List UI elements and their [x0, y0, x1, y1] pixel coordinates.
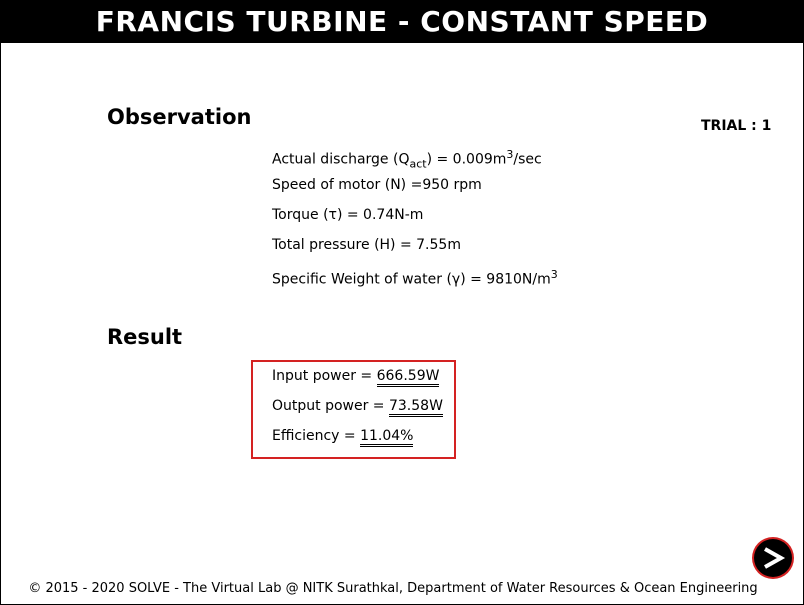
result-box: Input power = 666.59W Output power = 73.…	[251, 360, 456, 459]
actual-discharge-unit: /sec	[513, 151, 542, 168]
trial-label: TRIAL : 1	[701, 118, 772, 134]
actual-discharge-exponent: 3	[506, 148, 514, 161]
total-pressure-line: Total pressure (H) = 7.55m	[272, 237, 461, 253]
specific-weight-exponent: 3	[550, 268, 558, 281]
torque-line: Torque (τ) = 0.74N-m	[272, 207, 424, 223]
motor-speed-line: Speed of motor (N) =950 rpm	[272, 177, 482, 193]
actual-discharge-line: Actual discharge (Qact) = 0.009m3/sec	[272, 148, 542, 170]
specific-weight-label: Specific Weight of water (γ) = 9810N/m	[272, 271, 551, 288]
observation-heading: Observation	[107, 105, 252, 129]
input-power-label: Input power =	[272, 368, 377, 384]
output-power-label: Output power =	[272, 398, 389, 414]
output-power-value: 73.58W	[388, 398, 443, 417]
efficiency-value: 11.04%	[360, 428, 414, 447]
efficiency-label: Efficiency =	[272, 428, 361, 444]
input-power-line: Input power = 666.59W	[272, 368, 440, 387]
actual-discharge-label: Actual discharge (Q	[272, 151, 410, 168]
next-button[interactable]	[754, 539, 792, 577]
arrow-right-icon	[764, 547, 786, 569]
footer-copyright: © 2015 - 2020 SOLVE - The Virtual Lab @ …	[28, 581, 758, 596]
efficiency-line: Efficiency = 11.04%	[272, 428, 414, 447]
page-title: FRANCIS TURBINE - CONSTANT SPEED	[1, 1, 803, 43]
actual-discharge-value: ) = 0.009m	[426, 151, 507, 168]
output-power-line: Output power = 73.58W	[272, 398, 443, 417]
actual-discharge-subscript: act	[409, 157, 427, 171]
result-heading: Result	[107, 325, 183, 349]
input-power-value: 666.59W	[376, 368, 440, 387]
specific-weight-line: Specific Weight of water (γ) = 9810N/m3	[272, 268, 558, 288]
